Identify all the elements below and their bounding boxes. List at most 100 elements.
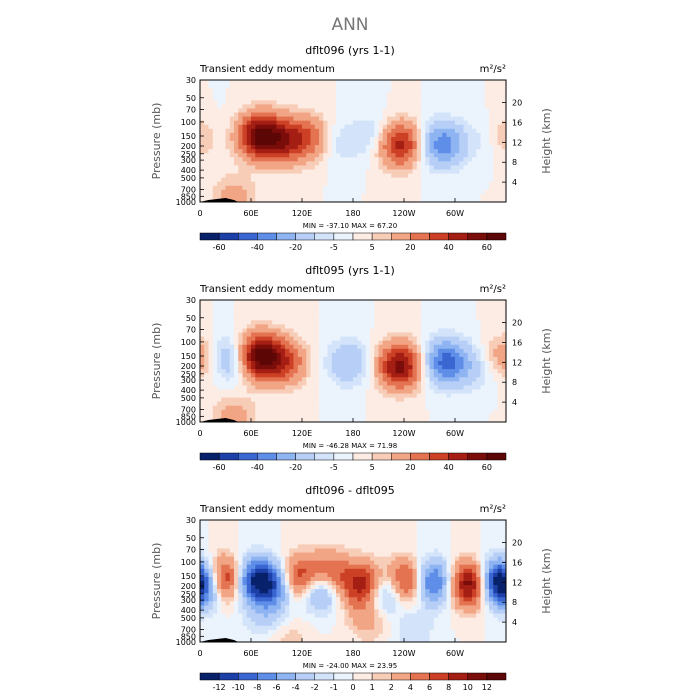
field-cell xyxy=(357,100,362,105)
field-cell xyxy=(314,320,320,325)
field-cell xyxy=(493,540,498,545)
field-cell xyxy=(374,124,379,130)
field-cell xyxy=(293,92,299,97)
field-cell xyxy=(310,316,316,321)
field-cell xyxy=(425,124,430,130)
field-cell xyxy=(489,413,494,419)
field-cell xyxy=(455,153,460,158)
field-cell xyxy=(459,100,464,105)
field-cell xyxy=(467,88,473,93)
field-cell xyxy=(472,128,477,134)
field-cell xyxy=(365,397,371,403)
field-cell xyxy=(327,112,333,117)
field-cell xyxy=(319,136,324,142)
field-cell xyxy=(412,348,418,354)
field-cell xyxy=(344,197,350,203)
field-cell xyxy=(234,100,239,105)
field-cell xyxy=(357,389,362,394)
field-cell xyxy=(280,104,286,109)
field-cell xyxy=(412,365,418,370)
field-cell xyxy=(353,377,358,382)
field-cell xyxy=(297,88,303,93)
field-cell xyxy=(489,181,494,187)
field-cell xyxy=(327,316,333,321)
field-cell xyxy=(289,393,294,398)
field-cell xyxy=(234,112,239,117)
field-cell xyxy=(399,157,405,162)
field-cell xyxy=(238,189,243,195)
field-cell xyxy=(336,165,341,170)
field-cell xyxy=(289,373,294,378)
field-cell xyxy=(285,316,290,321)
field-cell xyxy=(382,88,388,93)
field-cell xyxy=(238,369,243,374)
field-cell xyxy=(221,401,226,407)
field-cell xyxy=(416,312,422,317)
field-cell xyxy=(221,161,226,166)
field-cell xyxy=(429,401,435,407)
field-cell xyxy=(323,84,328,89)
field-cell xyxy=(323,344,328,350)
field-cell xyxy=(251,397,256,403)
field-cell xyxy=(229,344,235,350)
field-cell xyxy=(484,128,490,134)
field-cell xyxy=(382,324,388,329)
field-cell xyxy=(484,161,490,166)
field-cell xyxy=(433,340,439,346)
field-cell xyxy=(229,308,235,313)
field-cell xyxy=(234,361,239,366)
field-cell xyxy=(370,320,375,325)
field-cell xyxy=(204,300,209,305)
field-cell xyxy=(293,169,299,174)
field-cell xyxy=(297,361,303,366)
field-cell xyxy=(442,352,447,358)
field-cell xyxy=(480,385,486,390)
field-cell xyxy=(208,84,214,89)
colorbar-bin xyxy=(295,452,316,461)
field-cell xyxy=(357,104,362,109)
field-cell xyxy=(348,524,354,529)
field-cell xyxy=(234,92,239,97)
field-cell xyxy=(310,177,316,183)
field-cell xyxy=(378,328,384,333)
field-cell xyxy=(412,324,418,329)
field-cell xyxy=(280,128,286,134)
field-cell xyxy=(387,145,392,150)
field-cell xyxy=(242,320,248,325)
field-cell xyxy=(450,373,456,378)
field-cell xyxy=(212,413,218,419)
field-cell xyxy=(225,153,231,158)
field-cell xyxy=(399,96,405,101)
field-cell xyxy=(276,328,282,333)
field-cell xyxy=(285,336,290,342)
colorbar-label: -20 xyxy=(289,243,302,252)
field-cell xyxy=(289,300,294,305)
field-cell xyxy=(289,308,294,313)
field-cell xyxy=(467,332,473,337)
height-tick-label: 20 xyxy=(512,319,522,328)
field-cell xyxy=(302,340,307,346)
field-cell xyxy=(272,348,277,354)
field-cell xyxy=(200,189,205,195)
field-cell xyxy=(225,413,231,419)
field-cell xyxy=(497,193,503,199)
field-cell xyxy=(242,197,248,203)
field-cell xyxy=(229,161,235,166)
field-cell xyxy=(404,544,409,549)
field-cell xyxy=(370,369,375,374)
field-cell xyxy=(268,328,273,333)
field-cell xyxy=(289,405,294,411)
field-cell xyxy=(263,520,269,525)
field-cell xyxy=(378,520,384,525)
field-cell xyxy=(229,532,235,537)
field-cell xyxy=(221,413,226,419)
field-cell xyxy=(484,185,490,191)
field-cell xyxy=(404,365,409,370)
field-cell xyxy=(314,524,320,529)
field-cell xyxy=(225,304,231,309)
field-cell xyxy=(404,540,409,545)
field-cell xyxy=(438,528,443,533)
field-cell xyxy=(497,177,503,183)
field-cell xyxy=(259,197,265,203)
field-cell xyxy=(442,116,447,122)
